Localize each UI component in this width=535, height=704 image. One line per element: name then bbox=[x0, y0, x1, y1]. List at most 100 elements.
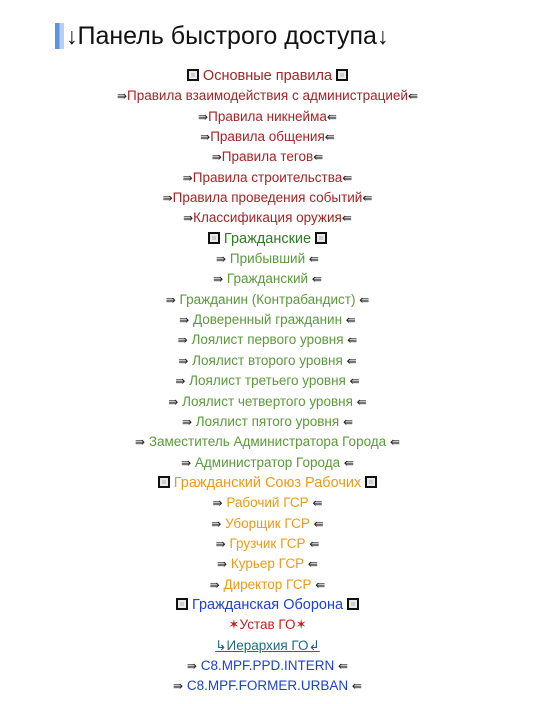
double-arrow-right-icon: ⇛ bbox=[215, 536, 226, 551]
link-text[interactable]: Устав ГО bbox=[239, 617, 296, 633]
double-arrow-right-icon: ⇛ bbox=[178, 353, 189, 368]
double-arrow-left-icon: ⇚ bbox=[341, 211, 352, 226]
section-header-rules: Основные правила bbox=[0, 66, 535, 86]
list-item[interactable]: ⇛Правила взаимодействия с администрацией… bbox=[0, 86, 535, 106]
double-arrow-right-icon: ⇛ bbox=[168, 394, 179, 409]
link-text[interactable]: Правила строительства bbox=[192, 169, 343, 185]
down-arrow-left: ↓ bbox=[66, 22, 78, 49]
link-text[interactable]: Уборщик ГСР bbox=[225, 515, 310, 531]
double-arrow-right-icon: ⇛ bbox=[183, 211, 194, 226]
link-text[interactable]: Лоялист третьего уровня bbox=[189, 373, 346, 389]
panel-heading: ↓ Панель быстрого доступа ↓ bbox=[55, 20, 388, 52]
link-text[interactable]: Рабочий ГСР bbox=[226, 495, 309, 511]
list-item[interactable]: ⇛ Грузчик ГСР ⇚ bbox=[0, 534, 535, 554]
double-arrow-right-icon: ⇛ bbox=[200, 130, 211, 145]
double-arrow-left-icon: ⇚ bbox=[308, 252, 319, 267]
list-item[interactable]: ⇛ Лоялист второго уровня ⇚ bbox=[0, 351, 535, 371]
list-item[interactable]: ⇛ Лоялист первого уровня ⇚ bbox=[0, 330, 535, 350]
link-text[interactable]: Лоялист первого уровня bbox=[191, 332, 344, 348]
double-arrow-right-icon: ⇛ bbox=[211, 516, 222, 531]
list-item[interactable]: ⇛ Заместитель Администратора Города ⇚ bbox=[0, 432, 535, 452]
link-text[interactable]: Администратор Города bbox=[194, 454, 341, 470]
double-arrow-right-icon: ⇛ bbox=[134, 435, 146, 450]
link-text[interactable]: Директор ГСР bbox=[223, 576, 312, 592]
list-item[interactable]: ⇛Правила никнейма⇚ bbox=[0, 107, 535, 127]
section-title[interactable]: Гражданский Союз Рабочих bbox=[173, 474, 362, 491]
list-item[interactable]: ⇛ Администратор Города ⇚ bbox=[0, 453, 535, 473]
double-arrow-right-icon: ⇛ bbox=[198, 109, 209, 124]
list-item[interactable]: ⇛Правила общения⇚ bbox=[0, 127, 535, 147]
double-arrow-left-icon: ⇚ bbox=[351, 679, 362, 694]
link-text[interactable]: Курьер ГСР bbox=[230, 556, 305, 572]
double-arrow-right-icon: ⇛ bbox=[209, 577, 220, 592]
list-item[interactable]: ⇛ Рабочий ГСР ⇚ bbox=[0, 493, 535, 513]
link-list: Основные правила ⇛Правила взаимодействия… bbox=[0, 66, 535, 697]
double-arrow-right-icon: ⇛ bbox=[177, 333, 188, 348]
double-arrow-left-icon: ⇚ bbox=[342, 170, 353, 185]
link-text[interactable]: Прибывший bbox=[229, 251, 306, 267]
link-text[interactable]: Заместитель Администратора Города bbox=[148, 434, 387, 450]
double-arrow-right-icon: ⇛ bbox=[186, 658, 197, 673]
section-header-union: Гражданский Союз Рабочих bbox=[0, 473, 535, 493]
checkbox-icon bbox=[157, 475, 170, 488]
double-arrow-right-icon: ⇛ bbox=[173, 679, 184, 694]
link-text[interactable]: Правила тегов bbox=[221, 149, 314, 165]
link-text[interactable]: Лоялист пятого уровня bbox=[195, 413, 340, 429]
list-item[interactable]: ⇛ C8.MPF.FORMER.URBAN ⇚ bbox=[0, 676, 535, 696]
link-text[interactable]: Правила никнейма bbox=[208, 108, 327, 124]
link-text[interactable]: Доверенный гражданин bbox=[192, 312, 343, 328]
double-arrow-left-icon: ⇚ bbox=[389, 435, 400, 450]
link-text[interactable]: Правила взаимодействия с администрацией bbox=[127, 88, 408, 104]
list-item[interactable]: ⇛ Курьер ГСР ⇚ bbox=[0, 554, 535, 574]
double-arrow-right-icon: ⇛ bbox=[213, 272, 224, 287]
link-text[interactable]: Классификация оружия bbox=[193, 210, 342, 226]
double-arrow-left-icon: ⇚ bbox=[342, 414, 354, 429]
double-arrow-left-icon: ⇚ bbox=[346, 353, 357, 368]
double-arrow-right-icon: ⇛ bbox=[179, 313, 190, 328]
link-text[interactable]: C8.MPF.PPD.INTERN bbox=[200, 657, 335, 673]
double-arrow-right-icon: ⇛ bbox=[217, 557, 228, 572]
link-text[interactable]: Грузчик ГСР bbox=[229, 535, 306, 551]
list-item[interactable]: ⇛ Прибывший ⇚ bbox=[0, 249, 535, 269]
list-item[interactable]: ⇛ C8.MPF.PPD.INTERN ⇚ bbox=[0, 656, 535, 676]
link-text[interactable]: C8.MPF.FORMER.URBAN bbox=[186, 678, 349, 694]
link-text[interactable]: Гражданин (Контрабандист) bbox=[179, 291, 356, 307]
list-item[interactable]: ⇛ Уборщик ГСР ⇚ bbox=[0, 514, 535, 534]
list-item-charter[interactable]: ✶Устав ГО✶ bbox=[0, 615, 535, 635]
link-text[interactable]: Иерархия ГО bbox=[226, 637, 309, 653]
double-arrow-left-icon: ⇚ bbox=[349, 374, 360, 389]
double-arrow-right-icon: ⇛ bbox=[211, 150, 222, 165]
list-item[interactable]: ⇛ Директор ГСР ⇚ bbox=[0, 575, 535, 595]
list-item[interactable]: ⇛ Гражданский ⇚ bbox=[0, 269, 535, 289]
list-item[interactable]: ⇛Правила проведения событий⇚ bbox=[0, 188, 535, 208]
link-text[interactable]: Гражданский bbox=[226, 271, 309, 287]
section-header-defense: Гражданская Оборона bbox=[0, 595, 535, 615]
list-item[interactable]: ⇛Правила строительства⇚ bbox=[0, 168, 535, 188]
link-text[interactable]: Лоялист четвертого уровня bbox=[182, 393, 353, 409]
down-arrow-right: ↓ bbox=[376, 22, 389, 49]
list-item[interactable]: ⇛ Лоялист третьего уровня ⇚ bbox=[0, 371, 535, 391]
panel-title: Панель быстрого доступа bbox=[77, 21, 377, 50]
list-item[interactable]: ⇛ Лоялист четвертого уровня ⇚ bbox=[0, 392, 535, 412]
link-text[interactable]: Лоялист второго уровня bbox=[192, 352, 343, 368]
link-text[interactable]: Правила общения bbox=[210, 129, 325, 145]
section-title[interactable]: Гражданские bbox=[223, 230, 312, 247]
link-text[interactable]: Правила проведения событий bbox=[172, 190, 363, 206]
hierarchy-link[interactable]: ↳Иерархия ГО↲ bbox=[215, 638, 320, 653]
corner-arrow-left-icon: ↲ bbox=[308, 637, 320, 653]
double-arrow-left-icon: ⇚ bbox=[312, 496, 323, 511]
double-arrow-left-icon: ⇚ bbox=[347, 333, 358, 348]
double-arrow-left-icon: ⇚ bbox=[311, 272, 322, 287]
double-arrow-right-icon: ⇛ bbox=[162, 191, 173, 206]
list-item[interactable]: ⇛ Доверенный гражданин ⇚ bbox=[0, 310, 535, 330]
list-item[interactable]: ⇛Классификация оружия⇚ bbox=[0, 208, 535, 228]
list-item[interactable]: ⇛ Гражданин (Контрабандист) ⇚ bbox=[0, 290, 535, 310]
double-arrow-right-icon: ⇛ bbox=[181, 455, 192, 470]
list-item-hierarchy[interactable]: ↳Иерархия ГО↲ bbox=[0, 636, 535, 656]
double-arrow-right-icon: ⇛ bbox=[175, 374, 186, 389]
checkbox-icon bbox=[315, 231, 328, 244]
list-item[interactable]: ⇛ Лоялист пятого уровня ⇚ bbox=[0, 412, 535, 432]
list-item[interactable]: ⇛Правила тегов⇚ bbox=[0, 147, 535, 167]
section-title[interactable]: Гражданская Оборона bbox=[191, 596, 344, 613]
section-title[interactable]: Основные правила bbox=[202, 68, 333, 84]
